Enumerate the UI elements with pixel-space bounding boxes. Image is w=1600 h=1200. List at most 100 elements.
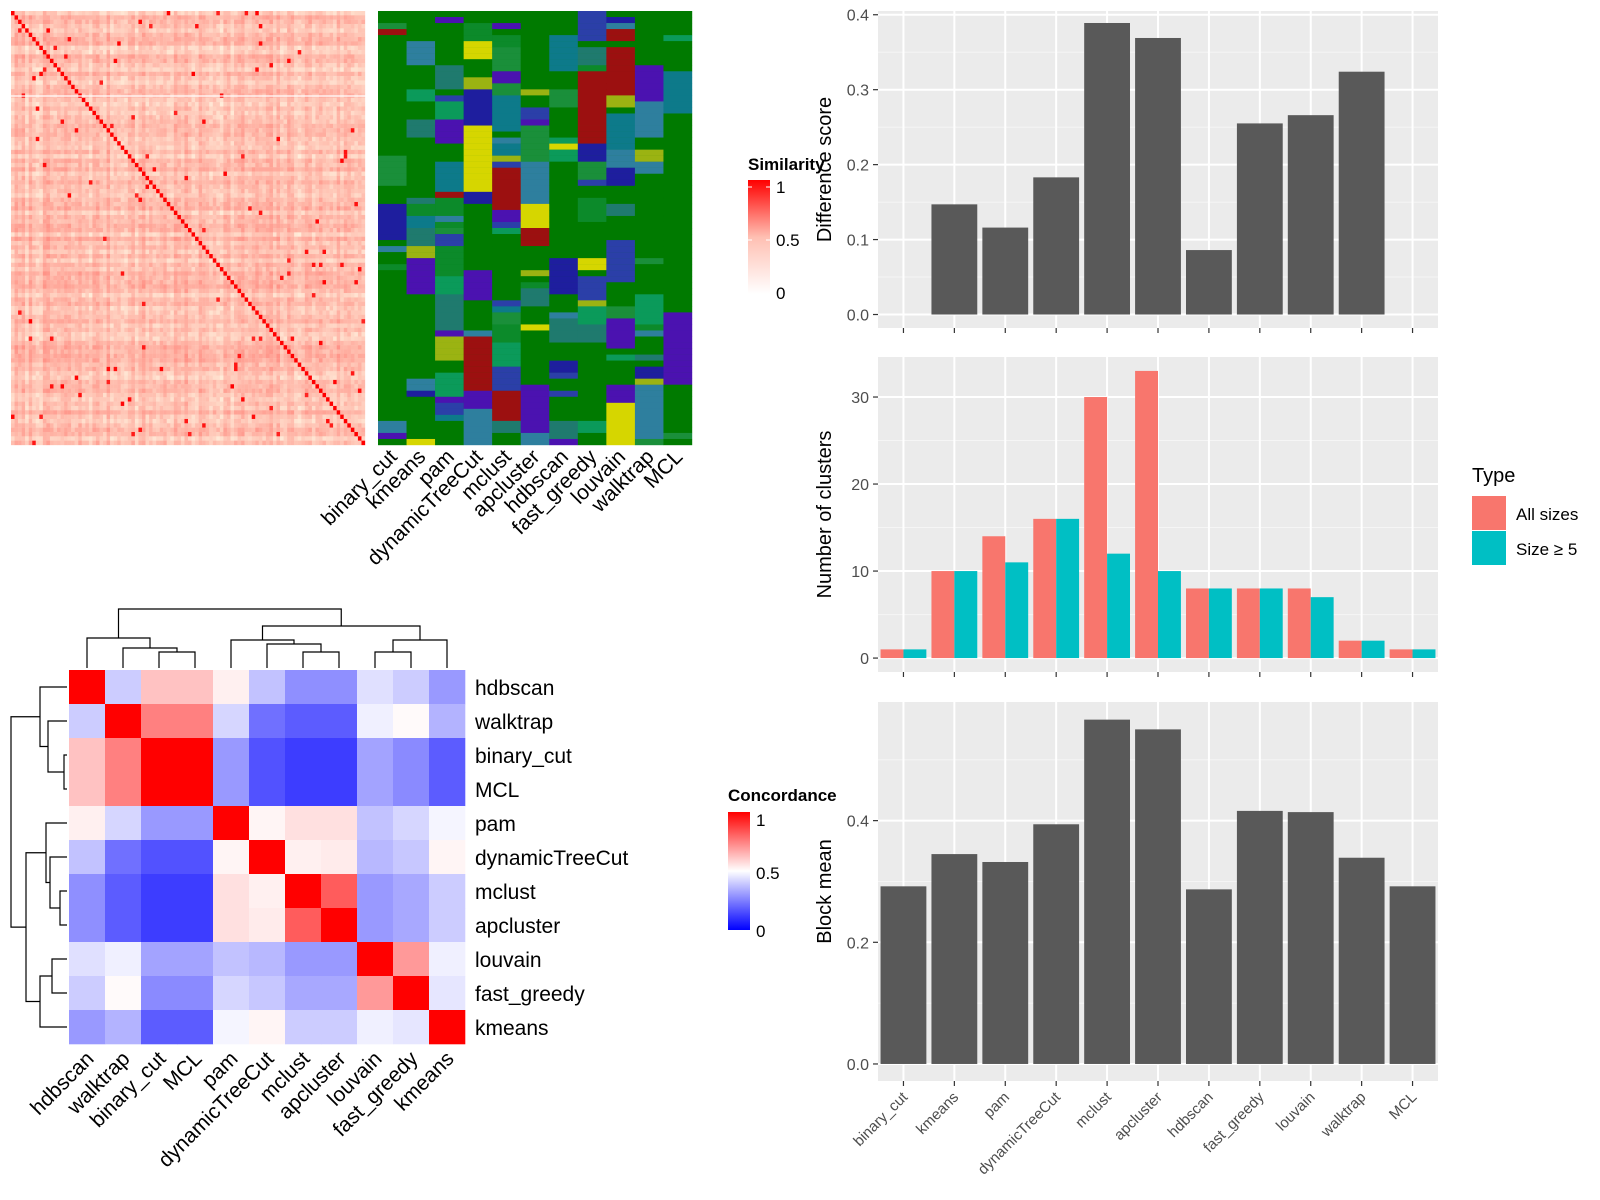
similarity-cell bbox=[166, 197, 171, 203]
similarity-cell bbox=[180, 41, 185, 46]
similarity-cell bbox=[78, 115, 82, 120]
similarity-cell bbox=[166, 84, 171, 90]
similarity-cell bbox=[32, 37, 36, 42]
similarity-cell bbox=[308, 180, 313, 185]
similarity-cell bbox=[127, 45, 132, 51]
similarity-cell bbox=[110, 197, 114, 203]
similarity-cell bbox=[276, 50, 281, 55]
similarity-cell bbox=[28, 119, 33, 124]
similarity-cell bbox=[361, 80, 366, 85]
similarity-cell bbox=[304, 32, 309, 38]
similarity-cell bbox=[198, 45, 203, 51]
similarity-cell bbox=[354, 201, 359, 207]
similarity-cell bbox=[134, 158, 139, 164]
similarity-cell bbox=[333, 106, 337, 111]
similarity-cell bbox=[57, 210, 61, 216]
similarity-cell bbox=[265, 67, 270, 72]
similarity-cell bbox=[354, 71, 359, 77]
similarity-cell bbox=[297, 141, 302, 146]
similarity-cell bbox=[272, 175, 277, 181]
similarity-cell bbox=[226, 119, 231, 124]
similarity-cell bbox=[110, 37, 114, 42]
similarity-cell bbox=[152, 201, 157, 207]
similarity-cell bbox=[191, 149, 196, 155]
similarity-cell bbox=[166, 223, 171, 229]
similarity-cell bbox=[35, 128, 40, 133]
similarity-cell bbox=[21, 115, 26, 120]
similarity-cell bbox=[290, 197, 295, 203]
similarity-cell bbox=[113, 58, 118, 64]
similarity-cell bbox=[35, 123, 40, 129]
similarity-cell bbox=[156, 132, 160, 138]
similarity-cell bbox=[287, 32, 291, 38]
similarity-cell bbox=[212, 171, 217, 177]
similarity-cell bbox=[110, 193, 114, 198]
similarity-cell bbox=[32, 193, 36, 198]
similarity-cell bbox=[265, 197, 270, 203]
similarity-cell bbox=[103, 149, 107, 155]
similarity-cell bbox=[212, 63, 217, 68]
similarity-cell bbox=[166, 180, 171, 185]
similarity-cell bbox=[258, 115, 263, 120]
similarity-cell bbox=[67, 110, 72, 116]
similarity-cell bbox=[25, 97, 29, 103]
similarity-cell bbox=[188, 197, 192, 203]
similarity-cell bbox=[11, 154, 15, 159]
similarity-cell bbox=[39, 210, 44, 216]
similarity-cell bbox=[141, 89, 146, 94]
similarity-cell bbox=[326, 37, 330, 42]
similarity-cell bbox=[333, 145, 337, 151]
similarity-cell bbox=[57, 132, 61, 138]
similarity-cell bbox=[301, 28, 305, 33]
similarity-cell bbox=[138, 219, 143, 224]
similarity-cell bbox=[99, 24, 104, 29]
similarity-cell bbox=[42, 11, 47, 16]
similarity-cell bbox=[99, 162, 104, 168]
similarity-cell bbox=[329, 145, 334, 151]
similarity-cell bbox=[350, 141, 355, 146]
similarity-cell bbox=[333, 80, 337, 85]
similarity-cell bbox=[103, 210, 107, 216]
similarity-cell bbox=[216, 145, 221, 151]
similarity-cell bbox=[99, 19, 104, 25]
similarity-cell bbox=[315, 188, 320, 194]
similarity-cell bbox=[78, 41, 82, 46]
similarity-cell bbox=[120, 63, 125, 68]
similarity-cell bbox=[67, 45, 72, 51]
similarity-cell bbox=[180, 63, 185, 68]
similarity-cell bbox=[67, 37, 72, 42]
similarity-cell bbox=[106, 106, 111, 111]
similarity-cell bbox=[198, 171, 203, 177]
similarity-cell bbox=[131, 71, 136, 77]
similarity-cell bbox=[294, 123, 298, 129]
similarity-cell bbox=[357, 184, 362, 190]
similarity-cell bbox=[244, 128, 249, 133]
similarity-cell bbox=[188, 145, 192, 151]
similarity-cell bbox=[276, 19, 281, 25]
similarity-cell bbox=[127, 24, 132, 29]
similarity-cell bbox=[134, 149, 139, 155]
similarity-cell bbox=[177, 206, 182, 211]
similarity-cell bbox=[262, 119, 267, 124]
similarity-cell bbox=[258, 106, 263, 111]
similarity-cell bbox=[18, 45, 22, 51]
similarity-cell bbox=[42, 184, 47, 190]
similarity-cell bbox=[280, 63, 284, 68]
similarity-cell bbox=[237, 45, 242, 51]
similarity-cell bbox=[258, 132, 263, 138]
similarity-cell bbox=[322, 97, 327, 103]
similarity-cell bbox=[21, 162, 26, 168]
similarity-cell bbox=[95, 219, 100, 224]
similarity-cell bbox=[113, 28, 118, 33]
similarity-cell bbox=[269, 37, 274, 42]
similarity-cell bbox=[39, 45, 44, 51]
similarity-cell bbox=[39, 136, 44, 142]
similarity-cell bbox=[71, 136, 75, 142]
similarity-cell bbox=[315, 102, 320, 107]
similarity-cell bbox=[152, 45, 157, 51]
similarity-cell bbox=[347, 28, 351, 33]
similarity-cell bbox=[280, 28, 284, 33]
similarity-cell bbox=[95, 76, 100, 81]
similarity-cell bbox=[92, 24, 97, 29]
similarity-cell bbox=[336, 11, 341, 16]
